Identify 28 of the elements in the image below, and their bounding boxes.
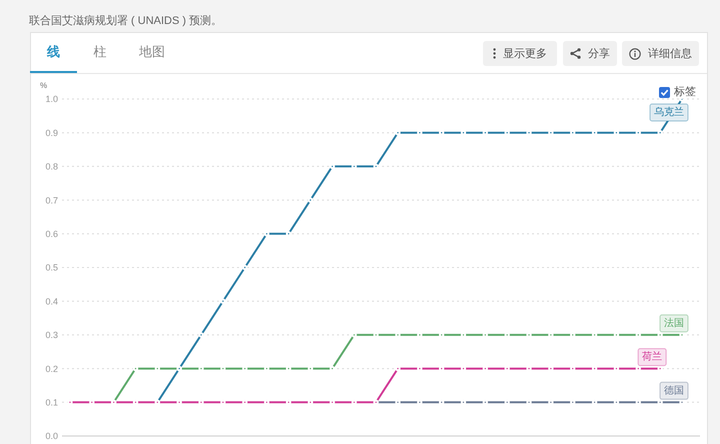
point (220, 298, 226, 304)
y-tick-label: 0.3 (45, 330, 58, 340)
point (242, 264, 248, 270)
button: 显示更多 (483, 41, 557, 66)
y-tick-label: 0.8 (45, 162, 58, 172)
point (308, 197, 314, 203)
y-tick-label: 0.7 (45, 195, 58, 206)
y-tick-label: 0.4 (45, 296, 58, 306)
y-tick-label: 1.0 (45, 94, 58, 104)
series-label: 法国 (664, 316, 684, 329)
series-label: 德国 (664, 385, 684, 396)
series-label: 乌克兰 (654, 106, 684, 118)
y-tick-label: 0.0 (45, 431, 58, 442)
text: 线 (46, 43, 61, 61)
y-tick-label: 0.6 (45, 228, 58, 239)
text: 柱 (92, 43, 108, 61)
y-tick-label: 0.5 (45, 262, 58, 273)
y-tick-label: 0.1 (45, 397, 58, 408)
button: 详细信息 (622, 41, 699, 66)
button: 分享 (563, 41, 617, 66)
y-tick-label: 0.2 (45, 364, 58, 374)
series-label: 荷兰 (642, 350, 662, 363)
y-tick-label: 0.9 (45, 128, 58, 138)
y-axis-title: % (40, 81, 48, 91)
text: 标签 (674, 85, 696, 99)
text: 联合国艾滋病规划署 ( UNAIDS ) 预测。 (29, 14, 222, 28)
text: 地图 (138, 43, 166, 61)
point (198, 332, 204, 338)
